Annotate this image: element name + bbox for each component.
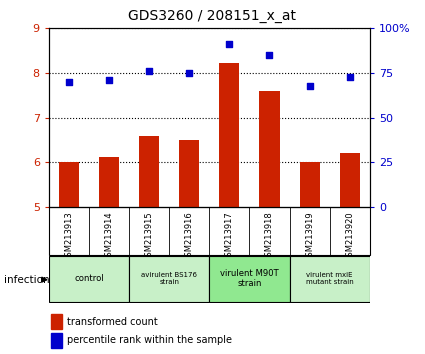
Text: GSM213916: GSM213916 <box>185 211 194 262</box>
Bar <box>259 91 280 207</box>
Text: GSM213919: GSM213919 <box>305 211 314 262</box>
Text: GDS3260 / 208151_x_at: GDS3260 / 208151_x_at <box>128 9 297 23</box>
Point <box>65 79 72 85</box>
Bar <box>289 256 370 302</box>
Point <box>226 41 233 47</box>
Bar <box>139 136 159 207</box>
Bar <box>300 162 320 207</box>
Text: GSM213914: GSM213914 <box>105 211 113 262</box>
Text: GSM213918: GSM213918 <box>265 211 274 262</box>
Text: infection: infection <box>4 275 50 285</box>
Text: transformed count: transformed count <box>67 316 158 327</box>
Text: virulent M90T
strain: virulent M90T strain <box>220 269 279 289</box>
Bar <box>49 256 129 302</box>
Point <box>146 68 153 74</box>
Text: control: control <box>74 274 104 283</box>
Bar <box>219 63 239 207</box>
Bar <box>59 161 79 207</box>
Text: GSM213920: GSM213920 <box>345 211 354 262</box>
Bar <box>51 314 62 329</box>
Point <box>346 74 353 79</box>
Bar <box>340 153 360 207</box>
Bar <box>51 333 62 348</box>
Point <box>186 70 193 76</box>
Text: GSM213915: GSM213915 <box>144 211 154 262</box>
Text: avirulent BS176
strain: avirulent BS176 strain <box>141 272 197 285</box>
Text: percentile rank within the sample: percentile rank within the sample <box>67 335 232 346</box>
Point <box>306 83 313 88</box>
Point <box>266 52 273 58</box>
Bar <box>209 256 289 302</box>
Point <box>106 77 113 83</box>
Text: GSM213913: GSM213913 <box>65 211 74 262</box>
Text: GSM213917: GSM213917 <box>225 211 234 262</box>
Bar <box>99 157 119 207</box>
Bar <box>129 256 209 302</box>
Text: virulent mxiE
mutant strain: virulent mxiE mutant strain <box>306 272 354 285</box>
Bar <box>179 140 199 207</box>
